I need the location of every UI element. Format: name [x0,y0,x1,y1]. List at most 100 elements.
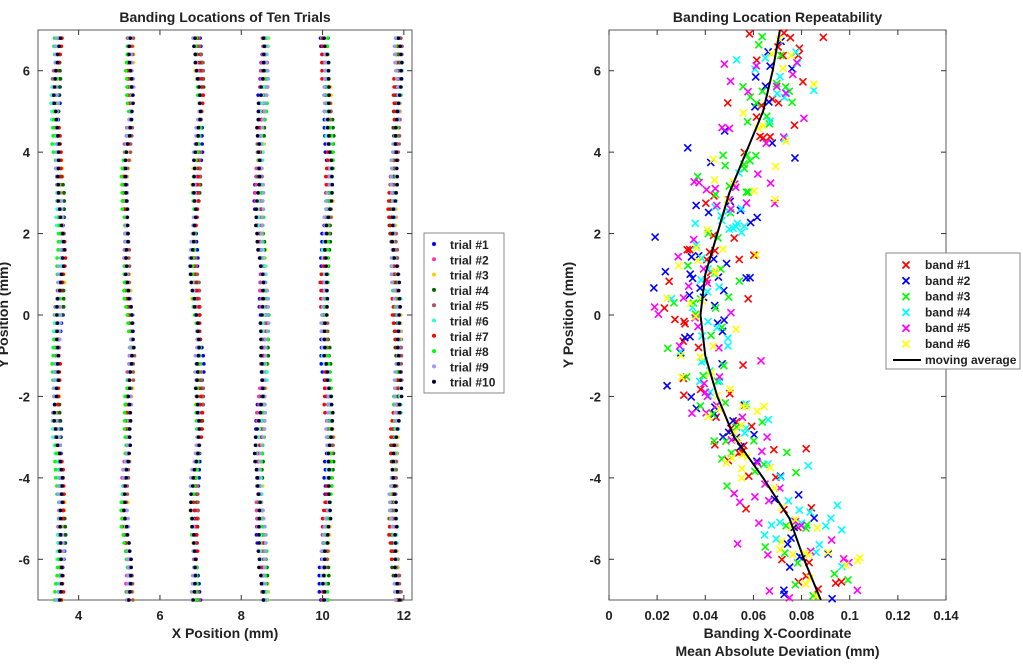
point-trial10 [196,353,201,358]
point-trial10 [326,524,331,529]
x-tick-label: 8 [238,608,245,623]
point-trial8 [123,394,127,399]
point-band5 [752,61,761,70]
point-band3 [718,151,728,160]
point-trial9 [194,443,199,448]
point-band2 [686,270,695,279]
point-trial10 [324,313,329,317]
point-trial9 [59,248,63,252]
point-trial7 [324,174,328,179]
point-band2 [745,273,755,282]
point-trial6 [260,101,264,106]
point-trial10 [60,484,64,488]
point-trial10 [257,565,261,570]
point-band5 [763,433,772,442]
point-trial10 [257,174,262,179]
point-band4 [775,518,785,527]
point-band1 [769,445,778,454]
point-trial10 [57,44,61,49]
point-trial10 [325,125,330,130]
point-trial10 [255,239,260,244]
point-trial10 [330,419,335,423]
point-trial7 [194,524,199,529]
point-trial9 [123,231,127,236]
point-trial10 [326,215,331,220]
point-trial7 [393,329,398,334]
point-trial10 [322,248,327,252]
point-trial10 [54,386,59,391]
point-trial9 [259,443,264,448]
point-band6 [709,155,718,164]
point-trial10 [124,182,128,187]
point-trial10 [397,419,401,423]
point-band5 [839,554,848,563]
point-trial9 [190,573,195,578]
point-trial10 [131,93,135,97]
point-band5 [738,413,747,422]
point-trial1 [317,590,322,594]
point-trial5 [197,44,202,49]
point-trial10 [391,248,396,252]
point-trial2 [258,386,262,391]
point-trial10 [128,581,133,586]
point-band6 [726,385,735,394]
y-tick-label: -6 [589,552,601,567]
point-trial10 [194,68,199,73]
point-band5 [720,59,729,69]
point-band6 [737,473,746,483]
point-trial9 [263,524,267,529]
point-band4 [712,323,722,332]
point-trial9 [262,581,266,586]
y-axis-label: Y Position (mm) [0,262,11,368]
point-trial9 [264,93,269,97]
point-trial9 [121,467,126,472]
point-trial10 [189,256,194,260]
point-trial10 [393,199,398,203]
point-trial6 [49,101,53,106]
point-trial6 [55,533,60,537]
point-trial10 [195,77,200,81]
chart-title: Banding Location Repeatability [673,9,882,25]
point-trial10 [54,394,59,399]
point-trial10 [394,150,399,154]
point-band6 [753,407,762,416]
point-band5 [827,535,836,545]
point-band3 [719,361,728,370]
point-band6 [801,580,810,589]
point-band5 [654,310,663,319]
point-band6 [775,545,785,554]
point-trial10 [130,329,135,334]
point-trial10 [397,598,402,602]
point-trial10 [58,280,63,285]
point-trial9 [57,305,62,309]
point-trial9 [259,166,264,171]
point-trial2 [254,182,258,187]
point-band5 [712,201,721,210]
point-band4 [806,507,815,516]
point-trial10 [253,443,258,448]
point-trial10 [193,60,198,65]
point-trial10 [188,264,193,268]
point-band4 [695,377,704,386]
point-trial8 [120,182,124,187]
point-trial1 [322,476,326,480]
point-band4 [773,89,782,98]
point-trial10 [52,402,57,407]
point-trial4 [390,565,394,570]
point-trial9 [57,484,61,488]
point-trial10 [192,549,197,553]
point-band4 [737,228,746,237]
point-trial10 [191,476,196,480]
point-trial6 [49,93,54,97]
point-trial6 [265,36,270,40]
point-trial10 [257,256,262,260]
point-trial10 [196,321,200,325]
point-trial10 [194,142,199,146]
point-trial9 [321,296,325,301]
point-trial5 [196,500,200,505]
point-trial10 [395,590,400,594]
point-trial7 [63,256,68,260]
point-band3 [776,51,785,60]
point-trial9 [263,410,268,415]
point-trial10 [132,345,136,350]
